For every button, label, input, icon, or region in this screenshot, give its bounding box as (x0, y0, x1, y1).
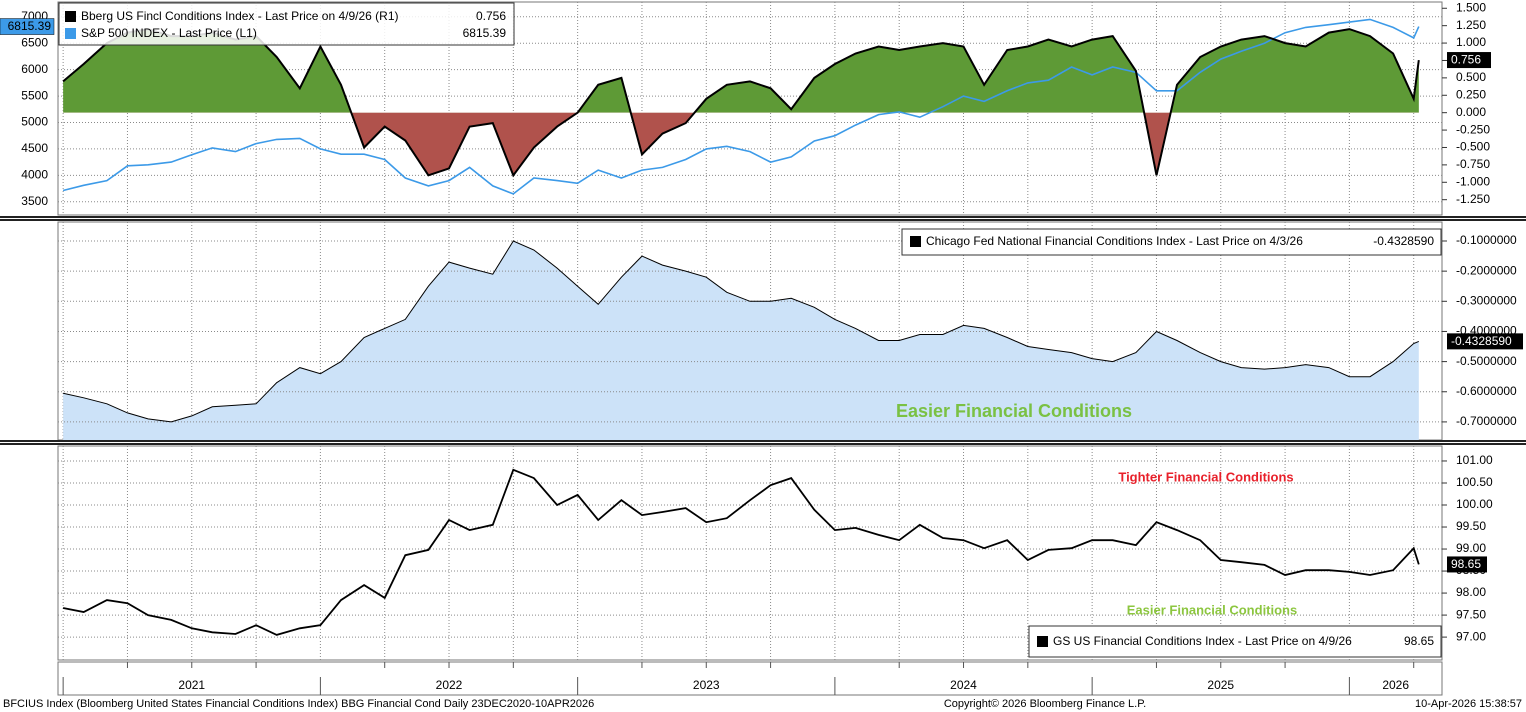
y-tick-label: 0.000 (1456, 105, 1486, 119)
y-tick-label: 1.500 (1456, 0, 1486, 14)
y-tick-label: 3500 (21, 194, 48, 208)
x-tick-label: 2023 (693, 678, 720, 692)
y-tick-label: 6000 (21, 62, 48, 76)
annotation: Easier Financial Conditions (1127, 602, 1297, 617)
y-tick-label: 100.50 (1456, 475, 1493, 489)
legend-swatch (910, 236, 921, 247)
y-tick-label: -0.500 (1456, 140, 1490, 154)
y-tick-label: 97.50 (1456, 607, 1486, 621)
y-tick-label: -0.6000000 (1456, 384, 1517, 398)
last-value-box (0, 18, 55, 35)
panel-separator (0, 440, 1526, 445)
legend-value: 6815.39 (463, 26, 507, 40)
y-tick-label: -1.000 (1456, 174, 1490, 188)
area-below-zero (351, 112, 1171, 176)
last-value-box (1447, 556, 1487, 573)
last-value-label: 98.65 (1451, 557, 1481, 571)
x-tick-label: 2021 (178, 678, 205, 692)
y-tick-label: -0.2000000 (1456, 263, 1517, 277)
x-tick-label: 2026 (1382, 678, 1409, 692)
y-tick-label: -0.3000000 (1456, 293, 1517, 307)
y-tick-label: 99.00 (1456, 541, 1486, 555)
y-tick-label: -0.250 (1456, 122, 1490, 136)
x-axis-strip (57, 661, 1443, 696)
y-tick-label: 5000 (21, 115, 48, 129)
y-tick-label: -1.250 (1456, 192, 1490, 206)
legend-value: -0.4328590 (1373, 234, 1434, 248)
y-tick-label: 5500 (21, 88, 48, 102)
panel-separator (0, 216, 1526, 221)
y-tick-label: 1.250 (1456, 18, 1486, 32)
y-tick-label: 97.00 (1456, 629, 1486, 643)
footer-left: BFCIUS Index (Bloomberg United States Fi… (3, 698, 594, 710)
y-tick-label: 100.00 (1456, 497, 1493, 511)
y-tick-label: 0.250 (1456, 87, 1486, 101)
area-above-zero (63, 29, 1419, 113)
legend-value: 98.65 (1404, 634, 1434, 648)
series-line (62, 18, 1420, 195)
x-tick-label: 2024 (950, 678, 977, 692)
legend-box (58, 2, 515, 46)
x-tick-label: 2025 (1207, 678, 1234, 692)
last-value-label: 6815.39 (8, 19, 52, 33)
legend-label: GS US Financial Conditions Index - Last … (1053, 634, 1352, 648)
legend-label: Chicago Fed National Financial Condition… (926, 234, 1303, 248)
y-tick-label: 99.50 (1456, 519, 1486, 533)
y-tick-label: 101.00 (1456, 453, 1493, 467)
annotation: Tighter Financial Conditions (1118, 469, 1293, 484)
footer-center: Copyright© 2026 Bloomberg Finance L.P. (944, 698, 1146, 710)
plot-layer: 35004000450050005500600065007000-1.250-1… (0, 0, 1526, 696)
series-line (62, 240, 1419, 423)
legend-box (1028, 625, 1442, 658)
y-tick-label: 0.500 (1456, 70, 1486, 84)
y-tick-label: -0.1000000 (1456, 233, 1517, 247)
y-tick-label: -0.750 (1456, 157, 1490, 171)
legend-swatch (65, 11, 76, 22)
legend-swatch (65, 28, 76, 39)
y-tick-label: 4000 (21, 168, 48, 182)
legend-label: Bberg US Fincl Conditions Index - Last P… (81, 9, 398, 23)
last-value-box (1447, 52, 1491, 69)
y-tick-label: 98.00 (1456, 585, 1486, 599)
last-value-label: 0.756 (1451, 53, 1481, 67)
x-tick-label: 2022 (436, 678, 463, 692)
last-value-box (1447, 333, 1523, 350)
series-line (62, 468, 1420, 636)
legend-label: S&P 500 INDEX - Last Price (L1) (81, 26, 257, 40)
plot-area (57, 445, 1443, 661)
y-tick-label: -0.7000000 (1456, 414, 1517, 428)
y-tick-label: -0.5000000 (1456, 354, 1517, 368)
y-tick-label: 1.000 (1456, 35, 1486, 49)
legend-box (901, 228, 1442, 256)
y-tick-label: 6500 (21, 35, 48, 49)
y-tick-label: 4500 (21, 141, 48, 155)
footer-right: 10-Apr-2026 15:38:57 (1415, 698, 1522, 710)
legend-swatch (1037, 636, 1048, 647)
annotation: Easier Financial Conditions (896, 401, 1132, 421)
series-line (62, 28, 1420, 178)
legend-value: 0.756 (476, 9, 506, 23)
last-value-label: -0.4328590 (1451, 334, 1512, 348)
area-fill (63, 241, 1419, 440)
